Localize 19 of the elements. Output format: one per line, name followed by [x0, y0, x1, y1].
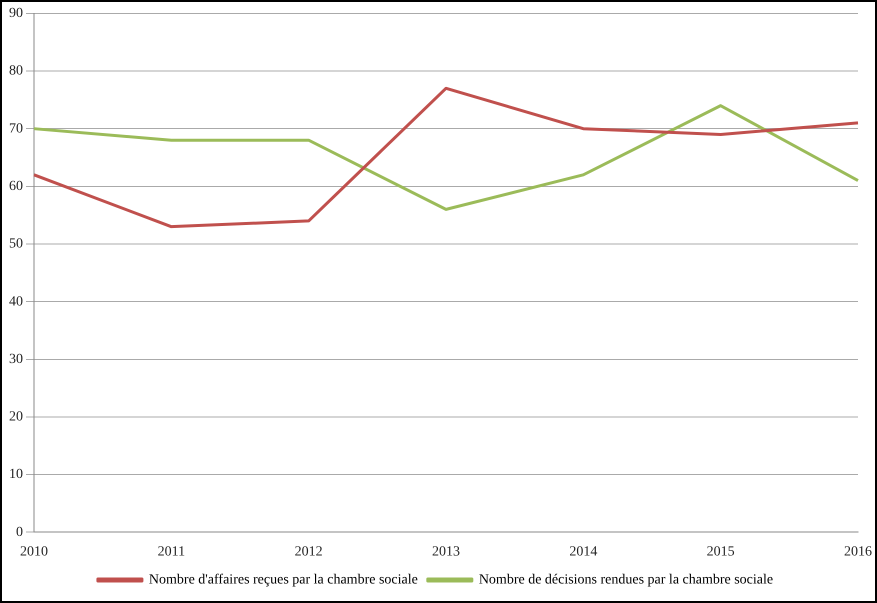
y-tick-label: 10 [9, 467, 23, 482]
y-tick-label: 90 [9, 6, 23, 22]
y-tick-label: 0 [16, 524, 23, 540]
x-tick-label: 2012 [294, 544, 323, 560]
x-tick-label: 2014 [569, 544, 598, 560]
x-tick-label: 2011 [158, 544, 186, 560]
y-tick-label: 40 [9, 294, 23, 310]
y-tick-label: 20 [9, 410, 23, 425]
legend-label: Nombre de décisions rendues par la chambre sociale [478, 572, 774, 588]
y-tick-label: 60 [9, 179, 23, 194]
x-tick-label: 2010 [20, 544, 48, 560]
x-tick-label: 2015 [706, 544, 735, 560]
y-tick-label: 80 [9, 64, 23, 79]
legend-label: Nombre d'affaires reçues par la chambre sociale [148, 572, 418, 588]
x-tick-label: 2013 [432, 544, 460, 560]
y-tick-label: 30 [9, 352, 23, 367]
y-tick-label: 50 [9, 236, 23, 252]
y-tick-label: 70 [9, 121, 23, 136]
x-tick-label: 2016 [844, 544, 872, 560]
